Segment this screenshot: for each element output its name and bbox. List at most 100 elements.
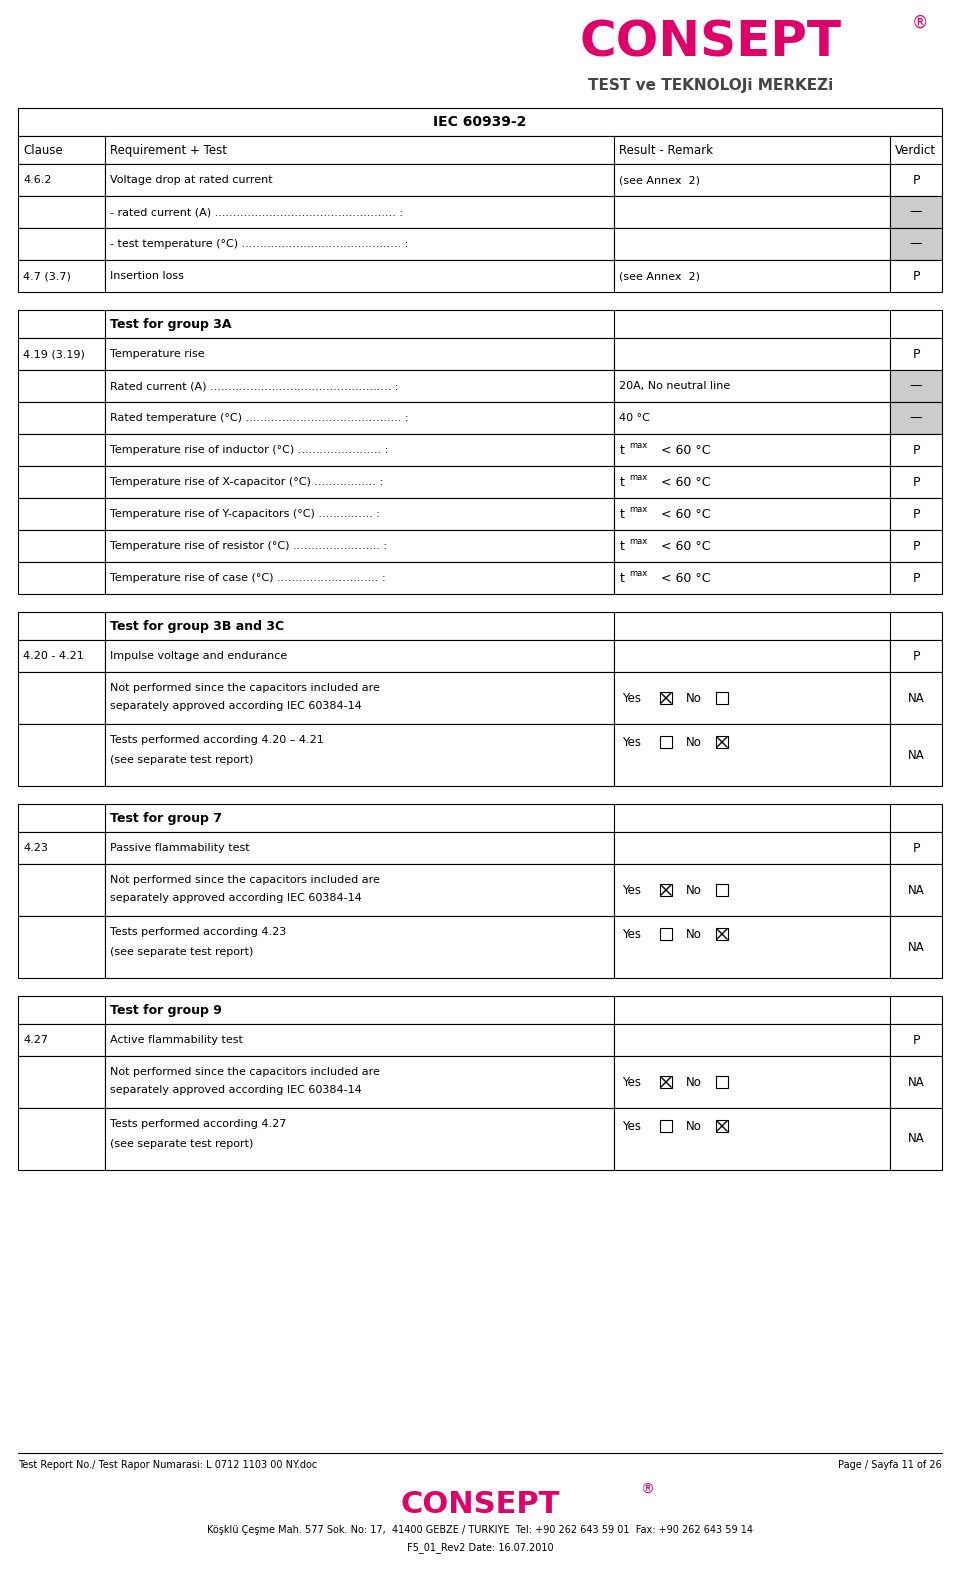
Text: P: P <box>912 1034 920 1046</box>
Text: P: P <box>912 270 920 283</box>
Bar <box>18 613 942 639</box>
Text: Temperature rise of X-capacitor (°C) ................. :: Temperature rise of X-capacitor (°C) ...… <box>110 478 383 487</box>
Text: No: No <box>686 1120 702 1133</box>
Bar <box>614 833 890 864</box>
Bar <box>614 259 890 292</box>
Text: Test for group 9: Test for group 9 <box>110 1004 222 1016</box>
Text: TEST ve TEKNOLOJi MERKEZi: TEST ve TEKNOLOJi MERKEZi <box>588 79 833 93</box>
Bar <box>105 434 614 467</box>
Text: ®: ® <box>640 1483 654 1497</box>
Bar <box>18 434 105 467</box>
Bar <box>18 562 105 594</box>
Text: separately approved according IEC 60384-14: separately approved according IEC 60384-… <box>110 1086 362 1095</box>
Bar <box>890 1024 942 1056</box>
Text: Test Report No./ Test Rapor Numarasi: L 0712 1103 00 NY.doc: Test Report No./ Test Rapor Numarasi: L … <box>18 1459 317 1470</box>
Text: t: t <box>620 476 625 489</box>
Bar <box>105 639 614 672</box>
Text: (see Annex  2): (see Annex 2) <box>619 272 700 281</box>
Text: Not performed since the capacitors included are: Not performed since the capacitors inclu… <box>110 1067 380 1078</box>
Bar <box>18 228 105 259</box>
Text: (see separate test report): (see separate test report) <box>110 1139 253 1148</box>
Bar <box>18 1108 105 1170</box>
Bar <box>18 467 105 498</box>
Bar <box>105 864 614 916</box>
Bar <box>105 338 614 371</box>
Text: No: No <box>686 735 702 748</box>
Bar <box>105 833 614 864</box>
Bar <box>105 467 614 498</box>
Bar <box>716 884 728 895</box>
Bar <box>614 338 890 371</box>
Text: t: t <box>620 507 625 520</box>
Bar <box>18 137 942 163</box>
Text: Rated current (A) .................................................. :: Rated current (A) ......................… <box>110 382 398 391</box>
Bar <box>18 196 105 228</box>
Bar <box>18 672 105 724</box>
Text: P: P <box>912 347 920 360</box>
Text: Result - Remark: Result - Remark <box>619 143 713 157</box>
Text: No: No <box>686 1076 702 1089</box>
Text: NA: NA <box>907 941 924 954</box>
Text: max: max <box>629 537 647 545</box>
Text: 40 °C: 40 °C <box>619 413 650 423</box>
Text: < 60 °C: < 60 °C <box>657 539 710 553</box>
Text: Active flammability test: Active flammability test <box>110 1035 243 1045</box>
Text: NA: NA <box>907 1133 924 1145</box>
Text: Clause: Clause <box>23 143 62 157</box>
Text: Yes: Yes <box>622 1076 641 1089</box>
Bar <box>18 639 105 672</box>
Bar <box>890 467 942 498</box>
Text: Passive flammability test: Passive flammability test <box>110 844 250 853</box>
Bar <box>614 1108 890 1170</box>
Bar <box>105 562 614 594</box>
Bar <box>890 371 942 402</box>
Text: separately approved according IEC 60384-14: separately approved according IEC 60384-… <box>110 701 362 712</box>
Text: < 60 °C: < 60 °C <box>657 443 710 457</box>
Text: Temperature rise: Temperature rise <box>110 349 204 360</box>
Bar <box>614 196 890 228</box>
Bar <box>105 371 614 402</box>
Bar <box>614 1056 890 1108</box>
Bar <box>614 228 890 259</box>
Bar <box>890 1056 942 1108</box>
Text: —: — <box>910 237 923 250</box>
Bar <box>660 735 672 748</box>
Bar <box>716 928 728 939</box>
Text: (see separate test report): (see separate test report) <box>110 756 253 765</box>
Text: 4.6.2: 4.6.2 <box>23 174 52 185</box>
Text: 4.19 (3.19): 4.19 (3.19) <box>23 349 84 360</box>
Text: —: — <box>910 380 923 393</box>
Bar <box>18 833 105 864</box>
Bar <box>614 529 890 562</box>
Text: Requirement + Test: Requirement + Test <box>110 143 227 157</box>
Text: P: P <box>912 842 920 855</box>
Bar <box>716 691 728 704</box>
Bar <box>890 402 942 434</box>
Bar <box>890 672 942 724</box>
Text: Insertion loss: Insertion loss <box>110 272 184 281</box>
Bar <box>890 562 942 594</box>
Text: 20A, No neutral line: 20A, No neutral line <box>619 382 731 391</box>
Text: NA: NA <box>907 691 924 704</box>
Bar <box>614 724 890 786</box>
Text: t: t <box>620 539 625 553</box>
Bar <box>614 562 890 594</box>
Text: Yes: Yes <box>622 735 641 748</box>
Bar <box>105 259 614 292</box>
Bar <box>890 228 942 259</box>
Text: max: max <box>629 440 647 449</box>
Text: Temperature rise of case (°C) ............................ :: Temperature rise of case (°C) ..........… <box>110 573 386 583</box>
Bar <box>890 338 942 371</box>
Text: No: No <box>686 927 702 941</box>
Bar <box>890 163 942 196</box>
Text: NA: NA <box>907 1076 924 1089</box>
Text: Rated temperature (°C) ........................................... :: Rated temperature (°C) .................… <box>110 413 409 423</box>
Bar <box>105 916 614 979</box>
Bar <box>890 434 942 467</box>
Text: No: No <box>686 883 702 897</box>
Bar <box>660 1120 672 1133</box>
Text: Not performed since the capacitors included are: Not performed since the capacitors inclu… <box>110 875 380 884</box>
Bar <box>18 338 105 371</box>
Text: < 60 °C: < 60 °C <box>657 476 710 489</box>
Bar <box>890 639 942 672</box>
